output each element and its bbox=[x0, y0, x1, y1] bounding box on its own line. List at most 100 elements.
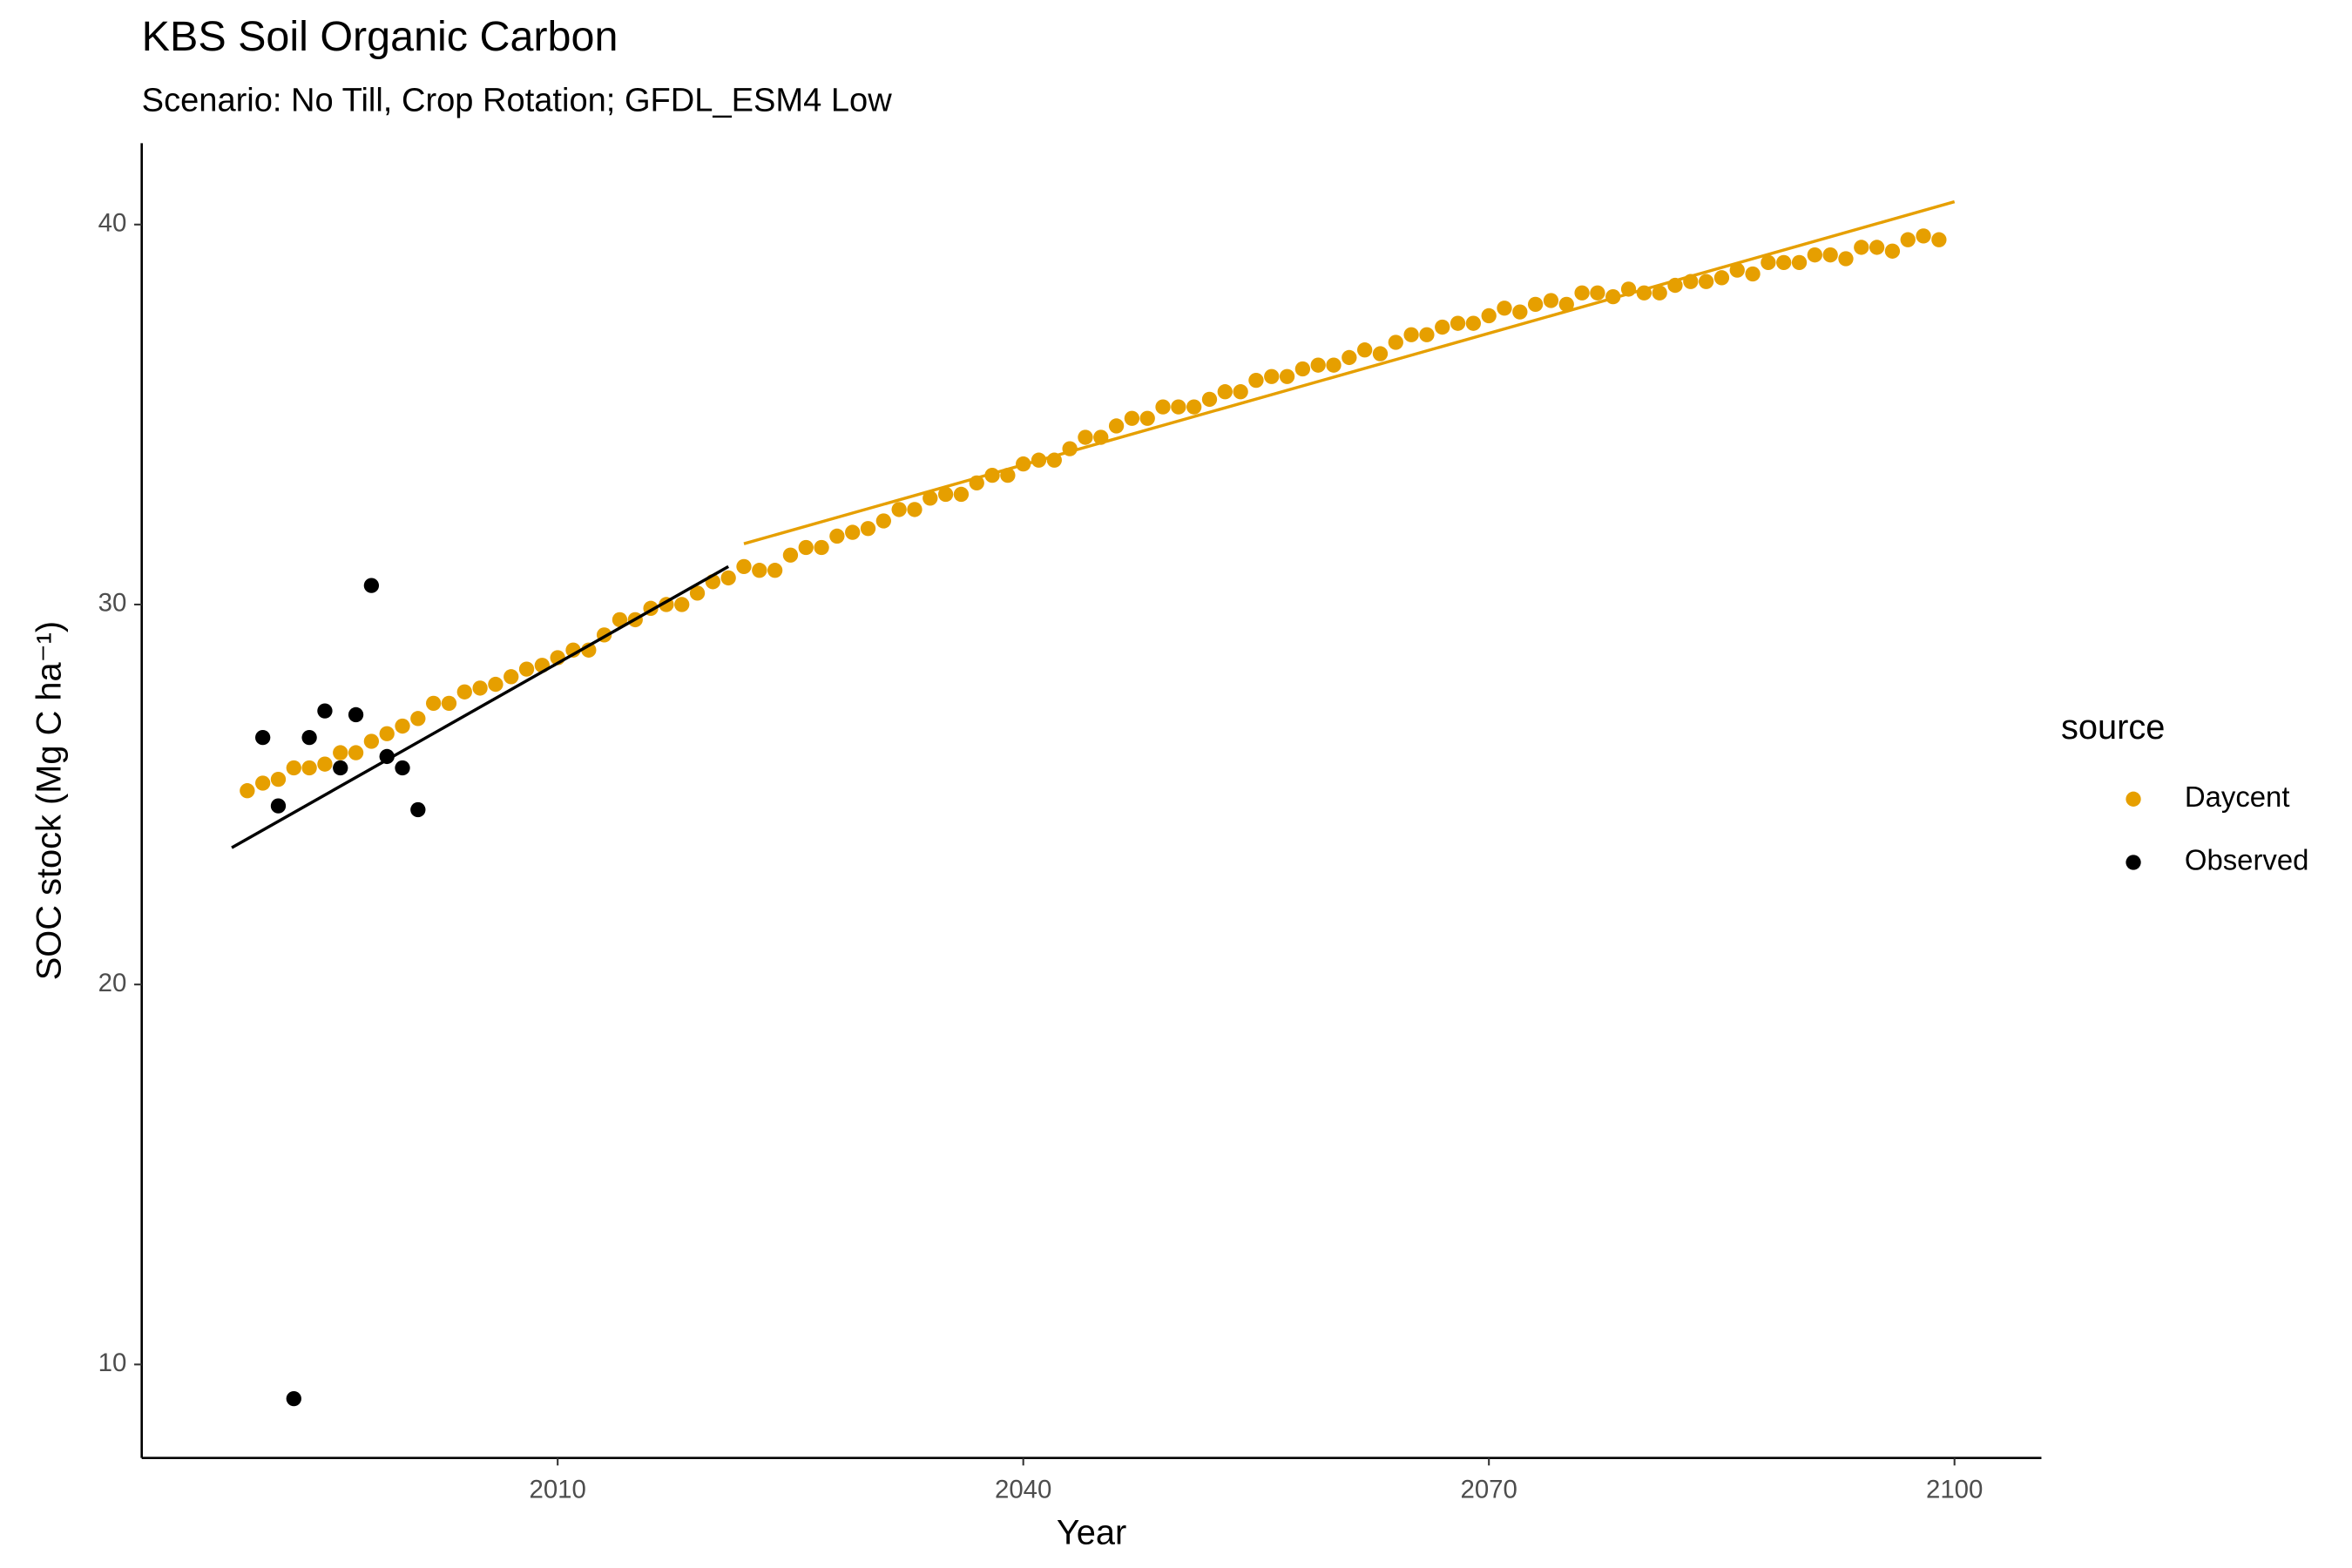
legend-marker bbox=[2126, 791, 2141, 807]
data-point bbox=[1310, 357, 1326, 373]
x-tick-label: 2040 bbox=[995, 1475, 1051, 1504]
data-point bbox=[1713, 270, 1730, 286]
data-point bbox=[1186, 399, 1202, 415]
x-tick-label: 2100 bbox=[1926, 1475, 1983, 1504]
data-point bbox=[286, 760, 301, 776]
data-point bbox=[860, 521, 876, 537]
data-point bbox=[425, 695, 442, 712]
data-point bbox=[1217, 384, 1233, 400]
data-point bbox=[689, 585, 706, 601]
data-point bbox=[410, 801, 426, 818]
data-point bbox=[1248, 372, 1264, 389]
legend-label: Observed bbox=[2185, 844, 2309, 876]
data-point bbox=[1900, 232, 1916, 247]
data-point bbox=[1279, 368, 1295, 384]
data-point bbox=[1388, 335, 1403, 350]
x-tick-label: 2070 bbox=[1460, 1475, 1517, 1504]
data-point bbox=[1791, 254, 1808, 271]
data-point bbox=[395, 718, 410, 734]
data-point bbox=[317, 703, 333, 719]
x-axis-title: Year bbox=[1057, 1513, 1126, 1551]
chart-title: KBS Soil Organic Carbon bbox=[142, 13, 618, 60]
y-tick-label: 40 bbox=[98, 209, 127, 238]
data-point bbox=[1372, 346, 1389, 362]
data-point bbox=[674, 597, 690, 612]
data-point bbox=[1108, 418, 1125, 434]
data-point bbox=[875, 513, 891, 529]
data-point bbox=[907, 502, 923, 517]
data-point bbox=[1761, 254, 1776, 271]
data-point bbox=[923, 490, 938, 506]
data-point bbox=[1419, 327, 1435, 342]
data-point bbox=[1356, 342, 1373, 358]
chart-subtitle: Scenario: No Till, Crop Rotation; GFDL_E… bbox=[142, 83, 893, 119]
data-point bbox=[1558, 296, 1574, 313]
data-point bbox=[348, 745, 364, 760]
data-point bbox=[348, 706, 364, 723]
data-point bbox=[270, 798, 287, 814]
data-point bbox=[1326, 357, 1342, 373]
data-point bbox=[1822, 247, 1838, 263]
data-point bbox=[255, 775, 271, 791]
data-point bbox=[1931, 232, 1947, 247]
data-point bbox=[255, 729, 271, 746]
data-point bbox=[1124, 410, 1140, 426]
data-point bbox=[317, 756, 333, 772]
data-point bbox=[286, 1390, 301, 1407]
data-point bbox=[1481, 308, 1497, 324]
data-point bbox=[1543, 293, 1559, 308]
data-point bbox=[333, 760, 348, 776]
data-point bbox=[1497, 301, 1512, 316]
data-point bbox=[1527, 296, 1544, 313]
data-point bbox=[1745, 266, 1761, 282]
data-point bbox=[1916, 228, 1931, 244]
y-tick-label: 30 bbox=[98, 589, 127, 618]
data-point bbox=[1574, 285, 1590, 301]
data-point bbox=[1854, 240, 1869, 255]
data-point bbox=[1171, 399, 1186, 415]
data-point bbox=[363, 578, 380, 593]
data-point bbox=[363, 733, 380, 749]
data-point bbox=[1233, 384, 1248, 400]
data-point bbox=[1869, 240, 1885, 255]
data-point bbox=[1155, 399, 1171, 415]
y-axis-title: SOC stock (Mg C ha⁻¹) bbox=[30, 621, 68, 980]
x-tick-label: 2010 bbox=[529, 1475, 585, 1504]
data-point bbox=[456, 684, 472, 700]
data-point bbox=[1342, 349, 1357, 366]
data-point bbox=[891, 502, 907, 517]
data-point bbox=[379, 726, 395, 741]
data-point bbox=[1884, 243, 1901, 259]
data-point bbox=[752, 563, 767, 578]
data-point bbox=[845, 524, 861, 540]
trend-line bbox=[743, 199, 1956, 545]
data-point bbox=[1403, 327, 1419, 342]
data-point bbox=[1139, 410, 1155, 426]
trend-line bbox=[231, 564, 730, 849]
data-point bbox=[518, 661, 535, 677]
data-point bbox=[488, 676, 504, 693]
data-point bbox=[333, 745, 348, 760]
data-point bbox=[720, 570, 736, 586]
data-point bbox=[937, 486, 954, 503]
data-point bbox=[798, 539, 814, 556]
data-point bbox=[240, 783, 255, 799]
data-point bbox=[1512, 304, 1528, 320]
data-point bbox=[395, 760, 410, 776]
data-point bbox=[1838, 251, 1854, 267]
data-point bbox=[1264, 368, 1280, 384]
data-point bbox=[814, 539, 829, 556]
data-point bbox=[1776, 254, 1792, 271]
data-point bbox=[782, 547, 799, 563]
data-point bbox=[1652, 285, 1667, 301]
data-point bbox=[301, 760, 317, 776]
data-point bbox=[1435, 319, 1450, 335]
data-point bbox=[1078, 429, 1093, 445]
data-point bbox=[767, 563, 783, 578]
data-point bbox=[270, 771, 287, 787]
data-point bbox=[1698, 274, 1714, 289]
y-tick-label: 20 bbox=[98, 969, 127, 997]
data-point bbox=[504, 669, 519, 685]
